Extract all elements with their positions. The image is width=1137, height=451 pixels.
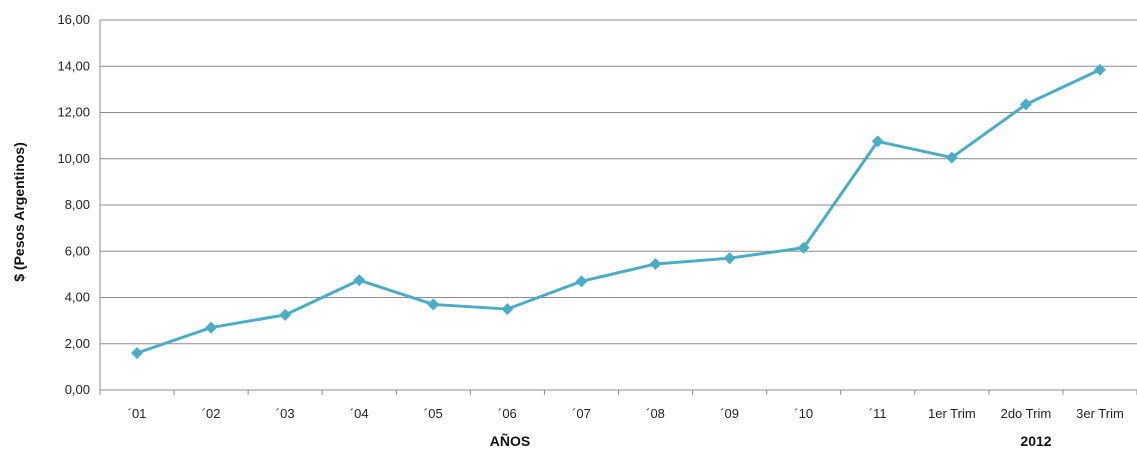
data-point-marker: [871, 135, 884, 148]
group-label-2012: 2012: [1020, 433, 1051, 449]
data-point-marker: [353, 274, 366, 287]
x-tick-label: ´02: [202, 406, 221, 421]
data-point-marker: [575, 275, 588, 288]
y-axis-title: $ (Pesos Argentinos): [11, 142, 27, 282]
y-tick-label: 0,00: [65, 382, 90, 397]
data-point-marker: [205, 321, 218, 334]
y-tick-label: 4,00: [65, 290, 90, 305]
y-tick-label: 14,00: [57, 58, 90, 73]
y-tick-label: 16,00: [57, 12, 90, 27]
data-point-marker: [501, 303, 514, 316]
x-tick-label: ´08: [646, 406, 665, 421]
x-tick-label: ´07: [572, 406, 591, 421]
x-tick-label: ´05: [424, 406, 443, 421]
data-point-marker: [279, 308, 292, 321]
y-tick-label: 6,00: [65, 243, 90, 258]
x-tick-label: ´06: [498, 406, 517, 421]
x-tick-label: ´10: [794, 406, 813, 421]
x-axis-title: AÑOS: [490, 432, 530, 449]
y-tick-label: 12,00: [57, 105, 90, 120]
series-layer: [131, 63, 1106, 359]
y-tick-label: 10,00: [57, 151, 90, 166]
x-tick-label: ´11: [869, 406, 887, 421]
x-tick-label: 2do Trim: [1001, 406, 1052, 421]
y-tick-label: 2,00: [65, 336, 90, 351]
x-tick-label: 1er Trim: [928, 406, 976, 421]
data-point-marker: [1019, 98, 1032, 111]
x-tick-label: ´01: [128, 406, 147, 421]
data-point-marker: [649, 257, 662, 270]
data-point-marker: [945, 151, 958, 164]
data-point-marker: [131, 347, 144, 359]
x-tick-label: ´03: [276, 406, 295, 421]
data-point-marker: [797, 241, 810, 254]
x-tick-labels: ´01 ´02 ´03 ´04 ´05 ´06 ´07 ´08 ´09 ´10 ´11 1er Tri…: [128, 406, 1124, 421]
y-tick-label: 8,00: [65, 197, 90, 212]
x-tick-label: 3er Trim: [1076, 406, 1124, 421]
grid-layer: [99, 19, 1137, 395]
x-tick-label: ´09: [720, 406, 739, 421]
data-point-marker: [427, 298, 440, 311]
data-point-marker: [1093, 63, 1106, 76]
x-tick-label: ´04: [350, 406, 369, 421]
data-point-marker: [723, 252, 736, 265]
y-tick-labels: 0,00 2,00 4,00 6,00 8,00 10,00 12,00 14,00 16,00: [57, 12, 90, 397]
series-line: [136, 68, 1101, 355]
